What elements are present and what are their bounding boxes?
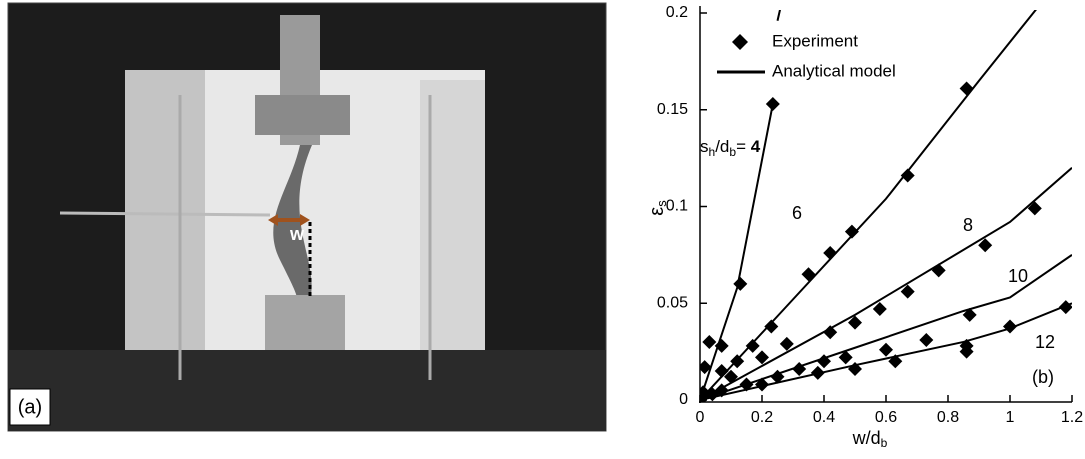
curve-label: 4 (751, 137, 761, 156)
y-label-main: ε (646, 207, 668, 216)
model-line (700, 10, 781, 401)
model-line (700, 167, 1072, 401)
panel-label: (a) (18, 396, 42, 418)
y-tick-label: 0.1 (666, 198, 688, 215)
plot-area (700, 10, 1072, 402)
experiment-point (919, 333, 934, 348)
experiment-point (978, 238, 993, 253)
y-tick-label: 0.05 (657, 294, 688, 311)
model-line (700, 302, 1072, 401)
model-line (700, 254, 1072, 401)
experiment-point (700, 360, 712, 375)
experiment-point (714, 363, 729, 378)
experiment-point (823, 325, 838, 340)
x-tick-label: 1 (1006, 409, 1015, 426)
photo: w (a) (7, 2, 607, 432)
experiment-point (848, 315, 862, 330)
annotation-part: s (700, 137, 709, 156)
annotation-part: /d (715, 137, 729, 156)
legend-label: Experiment (772, 31, 858, 50)
x-axis-label: w/db (852, 428, 888, 450)
experiment-point (733, 276, 748, 291)
y-tick-label: 0.15 (657, 101, 688, 118)
panel-label: (b) (1032, 367, 1054, 387)
experiment-point (764, 319, 779, 334)
experiment-point (755, 350, 769, 365)
y-tick-label: 0 (679, 391, 688, 408)
experiment-point (844, 224, 859, 239)
experiment-point (801, 267, 816, 282)
dimension-label: w (289, 224, 305, 244)
legend-label: Analytical model (772, 61, 896, 80)
x-tick-label: 0 (696, 409, 705, 426)
experiment-point (900, 168, 915, 183)
annotation-part: = (736, 137, 751, 156)
experiment-point (872, 302, 887, 317)
experiment-point (1027, 201, 1042, 216)
experiment-point (779, 336, 794, 351)
curve-label: 8 (963, 215, 973, 235)
experiment-point (900, 284, 915, 299)
experiment-point (962, 307, 977, 322)
x-tick-label: 0.8 (937, 409, 959, 426)
experiment-point (700, 385, 711, 400)
x-label-sub: b (881, 436, 888, 450)
x-tick-label: 0.4 (813, 409, 835, 426)
experiment-point (702, 334, 717, 349)
experiment-point (745, 338, 760, 353)
annotation-part: b (729, 145, 736, 159)
experiment-point (959, 81, 974, 96)
x-label-main: w/d (852, 428, 881, 448)
y-axis-label: εs (646, 200, 669, 216)
model-line (700, 10, 1037, 401)
curve-annotation: sh/db= 4 (700, 137, 761, 159)
curve-label: 6 (792, 203, 802, 223)
experiment-point (879, 342, 893, 357)
experiment-point (838, 350, 853, 365)
curve-label: 12 (1035, 332, 1055, 352)
y-label-sub: s (654, 200, 669, 207)
legend-marker (732, 34, 748, 50)
x-tick-label: 0.6 (875, 409, 897, 426)
x-tick-label: 1.2 (1061, 409, 1083, 426)
x-tick-label: 0.2 (751, 409, 773, 426)
annotation-part: h (709, 145, 716, 159)
curve-label: 10 (1008, 266, 1028, 286)
y-tick-label: 0.2 (666, 4, 688, 21)
